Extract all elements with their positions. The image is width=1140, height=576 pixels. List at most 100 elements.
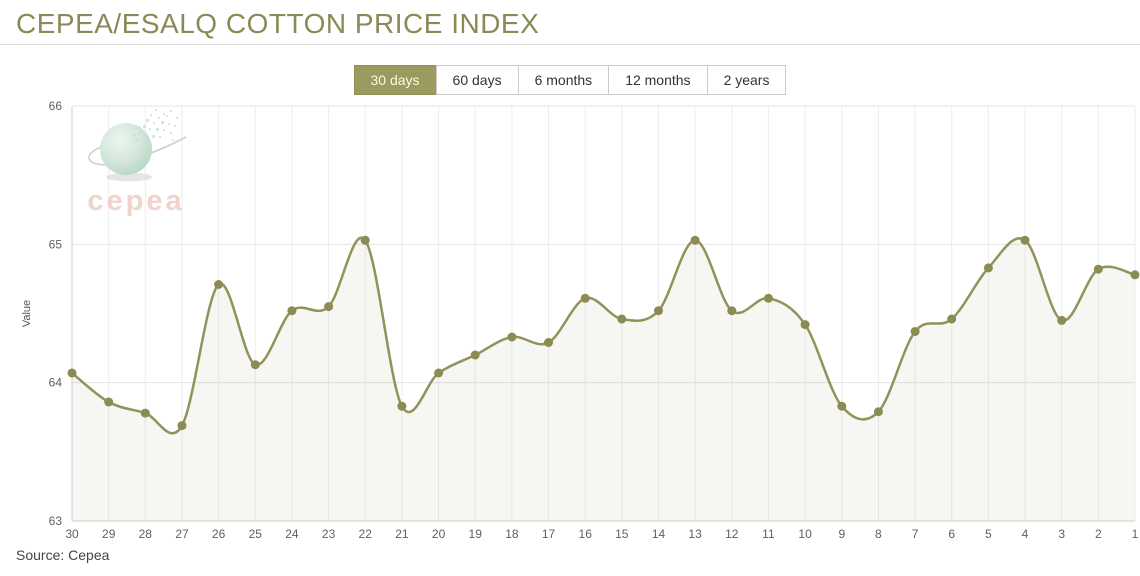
x-tick-label: 4 — [1022, 527, 1029, 541]
x-tick-label: 13 — [688, 527, 702, 541]
range-button-2-years[interactable]: 2 years — [706, 65, 787, 95]
logo-pixel-dot — [172, 139, 174, 141]
data-point-day-19[interactable] — [470, 350, 480, 360]
data-point-day-23[interactable] — [324, 302, 334, 312]
data-point-day-25[interactable] — [250, 360, 260, 370]
data-point-day-14[interactable] — [654, 306, 663, 316]
logo-pixel-dot — [170, 110, 172, 112]
logo-pixel-dot — [170, 132, 172, 134]
x-tick-label: 15 — [615, 527, 629, 541]
logo-pixel-dot — [142, 140, 144, 142]
data-point-day-29[interactable] — [104, 397, 114, 407]
range-button-30-days[interactable]: 30 days — [353, 65, 437, 95]
data-point-day-17[interactable] — [544, 338, 553, 347]
data-point-day-16[interactable] — [580, 293, 590, 303]
data-point-day-24[interactable] — [287, 306, 297, 316]
logo-pixel-dot — [139, 131, 142, 134]
logo-pixel-dot — [163, 129, 165, 131]
data-point-day-5[interactable] — [983, 263, 993, 273]
y-axis-title: Value — [21, 300, 33, 327]
logo-pixel-dot — [161, 121, 164, 124]
data-point-day-20[interactable] — [434, 368, 444, 378]
x-tick-label: 19 — [469, 527, 483, 541]
x-tick-label: 7 — [912, 527, 919, 541]
logo-pixel-dot — [153, 122, 155, 124]
x-tick-label: 12 — [725, 527, 739, 541]
x-tick-label: 25 — [249, 527, 263, 541]
logo-shadow — [106, 172, 152, 182]
logo-pixel-dot — [156, 128, 159, 131]
logo-pixel-dot — [133, 134, 136, 137]
x-tick-label: 28 — [139, 527, 153, 541]
data-point-day-10[interactable] — [800, 320, 810, 330]
x-tick-label: 2 — [1095, 527, 1102, 541]
data-point-day-28[interactable] — [140, 408, 150, 418]
logo-pixel-dot — [149, 128, 151, 130]
series-area-fill — [72, 237, 1135, 521]
data-point-day-30[interactable] — [67, 368, 77, 378]
logo-pixel-dot — [155, 109, 157, 111]
logo-pixel-dot — [138, 126, 140, 128]
x-tick-label: 23 — [322, 527, 336, 541]
data-point-day-2[interactable] — [1093, 264, 1103, 274]
logo-pixel-dot — [152, 135, 155, 138]
logo-pixel-dot — [158, 117, 160, 119]
x-tick-label: 30 — [65, 527, 79, 541]
x-tick-label: 3 — [1058, 527, 1065, 541]
data-point-day-11[interactable] — [763, 293, 773, 303]
range-selector: 30 days 60 days 6 months 12 months 2 yea… — [0, 65, 1140, 95]
x-tick-label: 10 — [798, 527, 812, 541]
x-tick-label: 21 — [395, 527, 409, 541]
logo-pixel-dot — [163, 113, 165, 115]
x-tick-label: 5 — [985, 527, 992, 541]
logo-pixel-dot — [146, 119, 149, 122]
range-button-6-months[interactable]: 6 months — [517, 65, 610, 95]
data-point-day-3[interactable] — [1057, 315, 1067, 325]
x-tick-label: 16 — [579, 527, 593, 541]
x-tick-label: 27 — [175, 527, 189, 541]
data-point-day-8[interactable] — [873, 407, 883, 417]
x-tick-label: 6 — [948, 527, 955, 541]
data-point-day-4[interactable] — [1020, 235, 1030, 245]
range-button-12-months[interactable]: 12 months — [608, 65, 708, 95]
range-button-60-days[interactable]: 60 days — [435, 65, 519, 95]
y-tick-label: 63 — [49, 514, 63, 528]
data-point-day-9[interactable] — [837, 401, 847, 411]
cepea-watermark-logo: cepea — [87, 109, 187, 217]
logo-pixel-dot — [166, 115, 168, 117]
x-tick-label: 11 — [762, 527, 775, 541]
x-tick-label: 1 — [1132, 527, 1139, 541]
data-point-day-7[interactable] — [910, 327, 920, 336]
logo-pixel-dot — [150, 114, 152, 116]
data-point-day-27[interactable] — [177, 421, 187, 431]
x-tick-label: 29 — [102, 527, 116, 541]
logo-pixel-dot — [143, 125, 146, 128]
data-point-day-1[interactable] — [1130, 270, 1140, 280]
logo-pixel-dot — [145, 134, 147, 136]
data-point-day-21[interactable] — [397, 401, 407, 411]
x-tick-label: 18 — [505, 527, 519, 541]
data-point-day-26[interactable] — [214, 280, 224, 289]
x-tick-label: 22 — [359, 527, 373, 541]
source-label: Source: Cepea — [16, 547, 110, 563]
logo-pixel-dot — [168, 123, 170, 125]
data-point-day-6[interactable] — [947, 314, 957, 324]
y-tick-label: 66 — [49, 99, 63, 113]
x-tick-label: 20 — [432, 527, 446, 541]
chart-container: cepea 63 64 65 66 30 29 28 27 26 25 24 23 22 21 20 19 18 1… — [0, 95, 1140, 541]
data-point-day-22[interactable] — [360, 235, 370, 245]
x-tick-label: 9 — [838, 527, 845, 541]
globe-icon — [100, 123, 152, 175]
data-point-day-18[interactable] — [507, 332, 517, 342]
data-point-day-12[interactable] — [727, 306, 737, 316]
y-tick-label: 65 — [49, 237, 63, 251]
logo-pixel-dot — [136, 138, 139, 141]
logo-swoosh — [88, 136, 187, 166]
logo-pixel-dot — [174, 125, 176, 127]
cepea-logo-text: cepea — [87, 185, 184, 217]
y-tick-label: 64 — [49, 376, 63, 390]
data-point-day-13[interactable] — [690, 235, 700, 245]
logo-pixel-dot — [176, 117, 178, 119]
data-point-day-15[interactable] — [617, 314, 627, 324]
